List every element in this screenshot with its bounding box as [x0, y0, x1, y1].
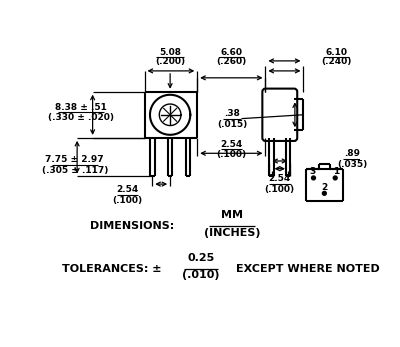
Text: 6.60: 6.60 — [220, 48, 242, 57]
Text: 5.08: 5.08 — [159, 48, 181, 57]
Text: (INCHES): (INCHES) — [204, 228, 260, 238]
Text: DIMENSIONS:: DIMENSIONS: — [90, 221, 174, 231]
Text: TOLERANCES: ±: TOLERANCES: ± — [62, 264, 161, 274]
Text: EXCEPT WHERE NOTED: EXCEPT WHERE NOTED — [236, 264, 380, 274]
Text: (.330 ± .020): (.330 ± .020) — [48, 113, 114, 122]
Circle shape — [312, 176, 316, 180]
Text: 2.54: 2.54 — [220, 139, 242, 149]
Text: 6.10: 6.10 — [326, 48, 348, 57]
Text: 2: 2 — [321, 183, 328, 192]
Circle shape — [333, 176, 337, 180]
Text: 2.54: 2.54 — [116, 185, 139, 194]
Text: MM: MM — [221, 210, 243, 220]
Text: (.305 ± .117): (.305 ± .117) — [42, 166, 108, 175]
Text: 8.38 ± .51: 8.38 ± .51 — [55, 103, 107, 112]
Text: (.100): (.100) — [265, 185, 295, 194]
Text: (.240): (.240) — [322, 57, 352, 66]
Text: 2.54: 2.54 — [269, 174, 291, 183]
Text: (.260): (.260) — [216, 57, 246, 66]
Text: 7.75 ± 2.97: 7.75 ± 2.97 — [46, 155, 104, 164]
Text: (.010): (.010) — [182, 270, 220, 280]
Text: (.200): (.200) — [155, 57, 185, 66]
Text: 0.25: 0.25 — [188, 253, 215, 263]
Text: .38: .38 — [224, 109, 240, 118]
Text: 3: 3 — [310, 167, 316, 176]
Text: .89: .89 — [344, 149, 360, 158]
Text: (.100): (.100) — [112, 196, 142, 205]
Circle shape — [322, 192, 326, 195]
Text: (.015): (.015) — [217, 119, 247, 128]
Text: (.035): (.035) — [337, 160, 367, 169]
Text: (.100): (.100) — [216, 150, 246, 159]
Text: 1: 1 — [333, 167, 339, 176]
